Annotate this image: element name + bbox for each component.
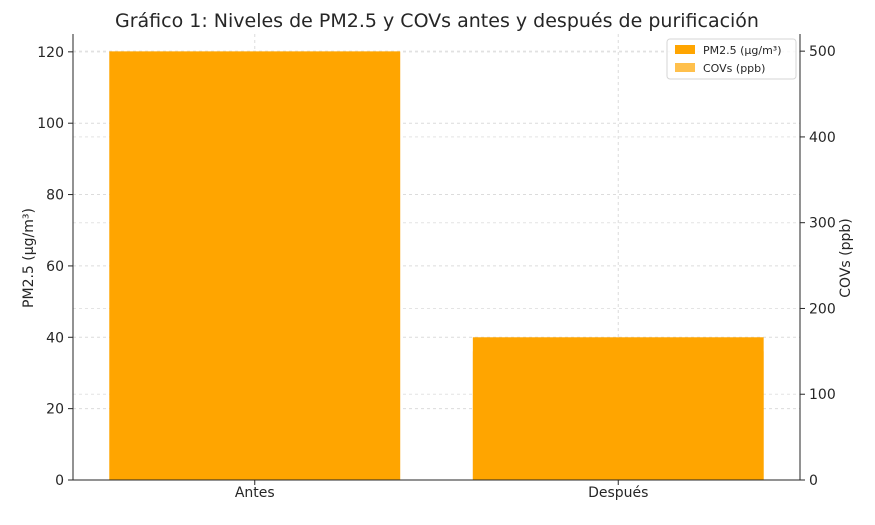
y-tick-label-right: 500 — [809, 44, 836, 60]
legend-swatch-pm25 — [675, 45, 695, 54]
y-tick-label-right: 200 — [809, 301, 836, 317]
y-tick-label-left: 100 — [37, 116, 64, 132]
y-tick-label-left: 80 — [46, 188, 64, 204]
y-tick-label-left: 40 — [46, 330, 64, 346]
legend-label-covs: COVs (ppb) — [703, 62, 765, 75]
x-tick-label: Antes — [235, 485, 275, 501]
bars-covs — [109, 51, 764, 481]
y-axis-left-label: PM2.5 (μg/m³) — [21, 208, 37, 308]
x-tick-label: Después — [588, 485, 648, 501]
legend-label-pm25: PM2.5 (μg/m³) — [703, 44, 782, 57]
axes-layer: 0 20 40 60 80 100 120 0 100 200 300 400 500 Antes Desp… — [37, 34, 836, 501]
legend: PM2.5 (μg/m³) COVs (ppb) — [666, 38, 797, 80]
y-tick-label-left: 120 — [37, 45, 64, 61]
y-tick-label-right: 300 — [809, 216, 836, 232]
chart-title: Gráfico 1: Niveles de PM2.5 y COVs antes… — [115, 10, 759, 32]
legend-swatch-covs — [675, 63, 695, 72]
y-tick-label-left: 60 — [46, 259, 64, 275]
y-tick-label-right: 0 — [809, 473, 818, 489]
y-tick-label-right: 400 — [809, 130, 836, 146]
legend-frame — [666, 38, 797, 80]
bar-covs-después — [472, 351, 764, 480]
bar-covs-antes — [109, 51, 401, 481]
y-tick-label-right: 100 — [809, 387, 836, 403]
y-axis-right-label: COVs (ppb) — [838, 218, 854, 297]
y-tick-label-left: 20 — [46, 402, 64, 418]
y-tick-label-left: 0 — [55, 473, 64, 489]
